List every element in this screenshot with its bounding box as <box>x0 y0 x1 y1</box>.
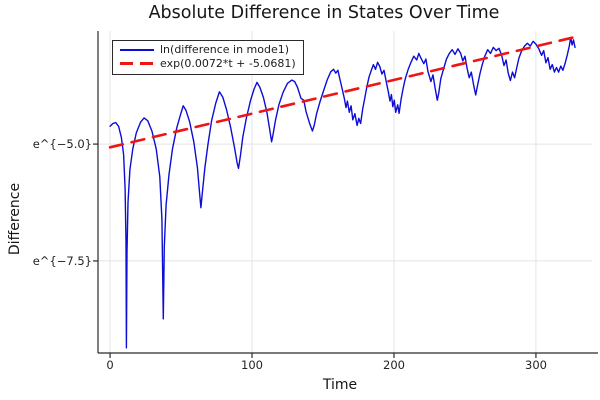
legend: ln(difference in mode1) exp(0.0072*t + -… <box>112 40 304 75</box>
legend-item-blue: ln(difference in mode1) <box>120 43 296 57</box>
x-tick-label-100: 100 <box>241 358 263 372</box>
y-tick-label-e-5: e^{−5.0} <box>32 137 92 151</box>
x-tick-label-200: 200 <box>383 358 405 372</box>
y-tick-label-e-7-5: e^{−7.5} <box>32 254 92 268</box>
legend-label-blue: ln(difference in mode1) <box>160 43 290 56</box>
red-fit-line <box>108 34 580 149</box>
red-dashed-line-sample <box>120 62 154 66</box>
blue-difference-line <box>109 36 576 349</box>
x-tick-label-0: 0 <box>106 358 114 372</box>
chart-title: Absolute Difference in States Over Time <box>148 3 500 23</box>
y-axis-label: Difference <box>7 182 23 256</box>
legend-item-red: exp(0.0072*t + -5.0681) <box>120 57 296 71</box>
legend-label-red: exp(0.0072*t + -5.0681) <box>160 56 296 70</box>
x-tick-label-300: 300 <box>525 358 547 372</box>
blue-solid-line-sample <box>120 48 154 51</box>
x-axis-label: Time <box>322 377 358 393</box>
